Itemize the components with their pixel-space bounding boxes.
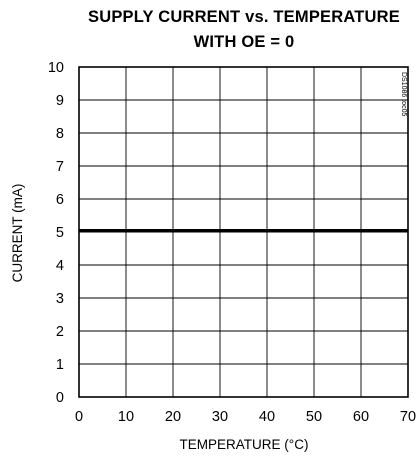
- y-tick-label: 0: [56, 390, 64, 406]
- y-tick-label: 8: [56, 126, 64, 142]
- x-tick-label: 60: [353, 409, 369, 425]
- figure-code: DS1086 toc05: [400, 72, 407, 116]
- x-tick-label: 50: [306, 409, 322, 425]
- x-tick-label: 30: [212, 409, 228, 425]
- x-tick-label: 70: [400, 409, 416, 425]
- x-tick-label: 10: [118, 409, 134, 425]
- grid-lines: [78, 66, 409, 398]
- x-tick-label: 0: [75, 409, 83, 425]
- y-tick-label: 4: [56, 258, 64, 274]
- x-tick-label: 40: [259, 409, 275, 425]
- y-tick-label: 5: [56, 225, 64, 241]
- y-tick-label: 9: [56, 93, 64, 109]
- y-tick-labels: 0 1 2 3 4 5 6 7 8 9 10: [48, 60, 64, 406]
- y-tick-label: 6: [56, 192, 64, 208]
- chart-subtitle: WITH OE = 0: [194, 33, 295, 51]
- x-tick-label: 20: [165, 409, 181, 425]
- y-tick-label: 1: [56, 357, 64, 373]
- plot-frame: [78, 66, 409, 398]
- chart-title: SUPPLY CURRENT vs. TEMPERATURE: [88, 8, 400, 26]
- y-tick-label: 2: [56, 324, 64, 340]
- y-tick-label: 10: [48, 60, 64, 76]
- x-axis-label: TEMPERATURE (°C): [180, 437, 309, 452]
- y-axis-label: CURRENT (mA): [10, 184, 25, 283]
- y-tick-label: 3: [56, 291, 64, 307]
- x-tick-labels: 0 10 20 30 40 50 60 70: [75, 409, 416, 425]
- y-tick-label: 7: [56, 159, 64, 175]
